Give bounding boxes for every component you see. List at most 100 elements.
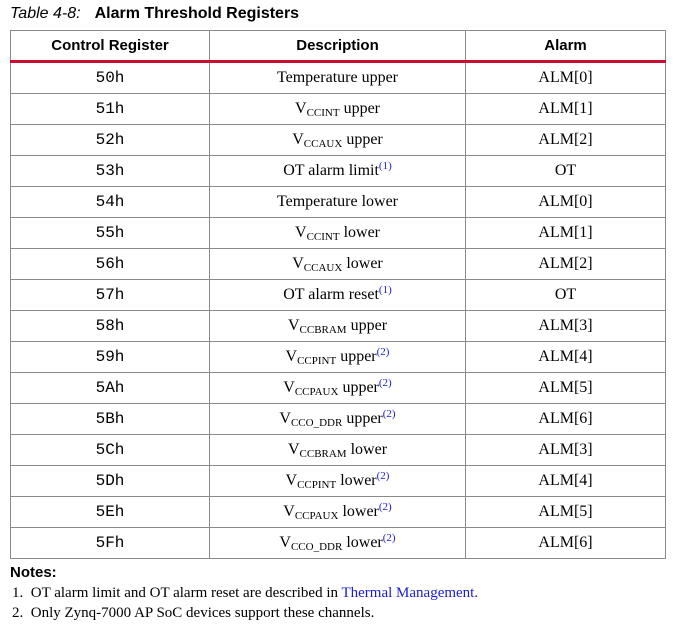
table-row: 55h VCCINT lower ALM[1]	[10, 217, 666, 249]
voltage-symbol: V	[285, 472, 298, 489]
note-2-text: Only Zynq-7000 AP SoC devices support th…	[30, 605, 375, 621]
register-address: 5Ah	[10, 372, 210, 404]
voltage-symbol: V	[295, 224, 307, 241]
table-caption: Table 4-8: Alarm Threshold Registers	[10, 5, 299, 23]
description-cell: Temperature upper	[209, 61, 466, 94]
description-suffix: upper	[338, 379, 379, 396]
register-address: 5Fh	[10, 527, 210, 559]
note-2-number: 2.	[12, 605, 24, 621]
voltage-subscript: CCO_DDR	[290, 417, 343, 429]
register-address: 55h	[10, 217, 210, 249]
alarm-value: ALM[3]	[465, 434, 666, 466]
alarm-value: ALM[5]	[465, 496, 666, 528]
voltage-symbol: V	[283, 379, 295, 396]
table-row: 58h VCCBRAM upper ALM[3]	[10, 310, 666, 342]
description-suffix: lower	[342, 255, 383, 272]
table-row: 50h Temperature upper ALM[0]	[10, 61, 666, 94]
description-suffix: upper	[346, 317, 388, 334]
header-alarm: Alarm	[465, 30, 666, 63]
description-text: OT alarm limit	[283, 162, 379, 179]
description-text: OT alarm reset	[283, 286, 379, 303]
note-1-number: 1.	[12, 585, 24, 601]
footnote-ref: (1)	[378, 160, 392, 172]
description-suffix: lower	[346, 441, 388, 458]
voltage-subscript: CCINT	[306, 107, 340, 119]
register-address: 5Eh	[10, 496, 210, 528]
alarm-value: ALM[4]	[465, 341, 666, 373]
table-row: 54h Temperature lower ALM[0]	[10, 186, 666, 218]
description-text: Temperature upper	[276, 69, 399, 86]
voltage-subscript: CCBRAM	[299, 324, 347, 336]
footnote-ref: (2)	[382, 532, 396, 544]
description-cell: VCCINT upper	[209, 93, 466, 125]
register-address: 56h	[10, 248, 210, 280]
note-2: 2. Only Zynq-7000 AP SoC devices support…	[12, 605, 374, 622]
description-suffix: upper	[342, 410, 383, 427]
description-suffix: upper	[336, 348, 377, 365]
footnote-ref: (2)	[378, 501, 392, 513]
footnote-ref: (2)	[376, 470, 390, 482]
description-cell: VCCPAUX lower(2)	[209, 496, 466, 528]
description-suffix: upper	[339, 100, 380, 117]
voltage-symbol: V	[285, 348, 298, 365]
table-row: 56h VCCAUX lower ALM[2]	[10, 248, 666, 280]
table-row: 52h VCCAUX upper ALM[2]	[10, 124, 666, 156]
table-row: 5Ah VCCPAUX upper(2) ALM[5]	[10, 372, 666, 404]
alarm-value: ALM[1]	[465, 93, 666, 125]
table-row: 51h VCCINT upper ALM[1]	[10, 93, 666, 125]
header-control-register: Control Register	[10, 30, 210, 63]
notes-heading: Notes:	[10, 564, 57, 581]
register-address: 5Dh	[10, 465, 210, 497]
alarm-value: ALM[2]	[465, 248, 666, 280]
description-suffix: lower	[339, 224, 380, 241]
alarm-value: ALM[0]	[465, 186, 666, 218]
register-address: 53h	[10, 155, 210, 187]
voltage-subscript: CCPAUX	[294, 510, 339, 522]
table-row: 5Ch VCCBRAM lower ALM[3]	[10, 434, 666, 466]
register-address: 54h	[10, 186, 210, 218]
register-address: 57h	[10, 279, 210, 311]
voltage-subscript: CCINT	[306, 231, 340, 243]
voltage-subscript: CCPINT	[297, 355, 337, 367]
table-row: 53h OT alarm limit(1) OT	[10, 155, 666, 187]
description-cell: VCCO_DDR lower(2)	[209, 527, 466, 559]
thermal-management-link[interactable]: Thermal Management.	[341, 585, 479, 601]
voltage-symbol: V	[292, 131, 304, 148]
description-suffix: lower	[338, 503, 379, 520]
voltage-subscript: CCAUX	[303, 262, 343, 274]
table-row: 57h OT alarm reset(1) OT	[10, 279, 666, 311]
voltage-symbol: V	[279, 410, 291, 427]
table-body: 50h Temperature upper ALM[0] 51h VCCINT uppe…	[10, 61, 666, 559]
alarm-value: ALM[4]	[465, 465, 666, 497]
alarm-value: ALM[6]	[465, 403, 666, 435]
description-text: Temperature lower	[276, 193, 399, 210]
voltage-symbol: V	[292, 255, 304, 272]
footnote-ref: (2)	[376, 346, 390, 358]
register-address: 5Ch	[10, 434, 210, 466]
voltage-symbol: V	[287, 441, 300, 458]
table-row: 59h VCCPINT upper(2) ALM[4]	[10, 341, 666, 373]
description-cell: VCCPINT upper(2)	[209, 341, 466, 373]
description-cell: OT alarm limit(1)	[209, 155, 466, 187]
register-address: 50h	[10, 61, 210, 94]
register-address: 51h	[10, 93, 210, 125]
table-row: 5Fh VCCO_DDR lower(2) ALM[6]	[10, 527, 666, 559]
register-address: 59h	[10, 341, 210, 373]
description-suffix: upper	[342, 131, 383, 148]
alarm-value: ALM[0]	[465, 61, 666, 94]
alarm-value: ALM[6]	[465, 527, 666, 559]
description-cell: VCCINT lower	[209, 217, 466, 249]
description-cell: VCCBRAM upper	[209, 310, 466, 342]
description-suffix: lower	[336, 472, 377, 489]
register-address: 58h	[10, 310, 210, 342]
table-header-row: Control Register Description Alarm	[10, 30, 666, 63]
table-row: 5Eh VCCPAUX lower(2) ALM[5]	[10, 496, 666, 528]
alarm-value: OT	[465, 279, 666, 311]
description-suffix: lower	[342, 534, 383, 551]
table-row: 5Bh VCCO_DDR upper(2) ALM[6]	[10, 403, 666, 435]
footnote-ref: (2)	[382, 408, 396, 420]
description-cell: VCCBRAM lower	[209, 434, 466, 466]
footnote-ref: (2)	[378, 377, 392, 389]
alarm-value: ALM[3]	[465, 310, 666, 342]
note-1: 1. OT alarm limit and OT alarm reset are…	[12, 585, 478, 602]
